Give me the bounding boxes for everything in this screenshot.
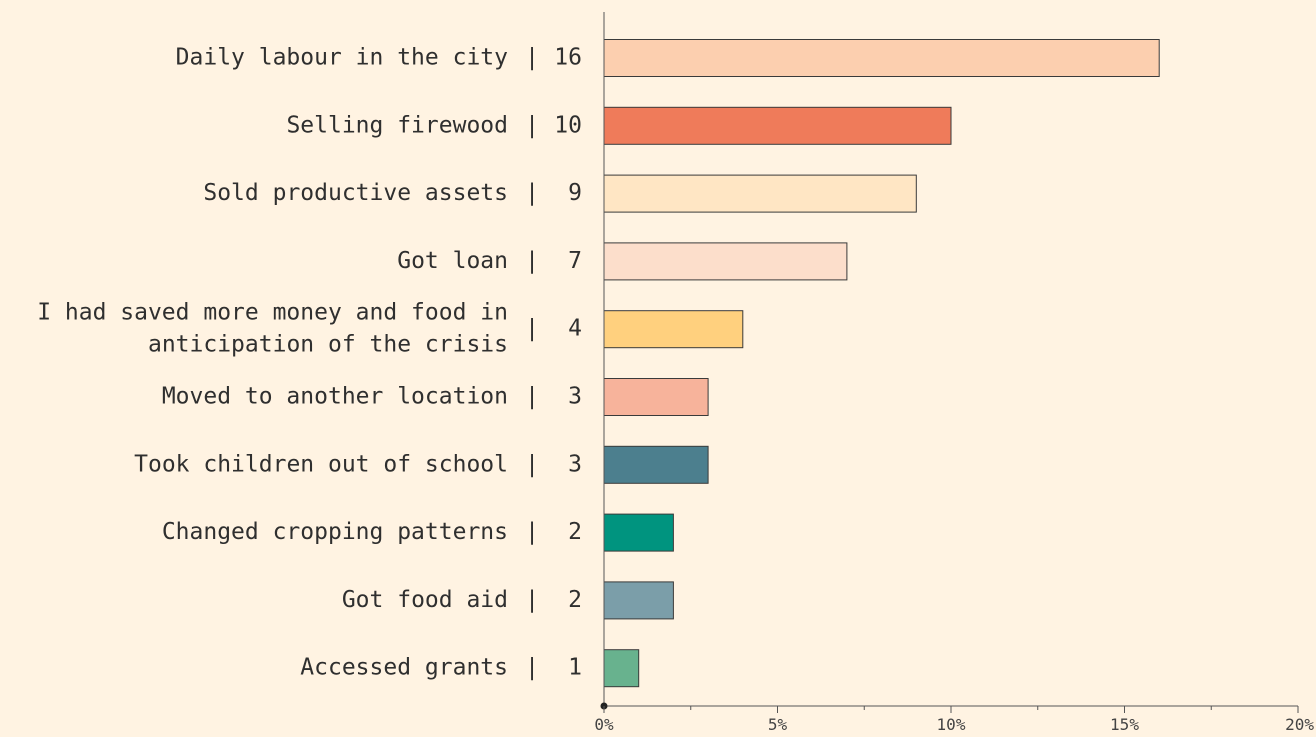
category-label-line: Got loan	[397, 248, 508, 274]
label-separator: |	[525, 112, 539, 138]
label-separator: |	[525, 655, 539, 681]
x-tick-label: 10%	[937, 715, 966, 734]
category-label: Accessed grants	[300, 655, 508, 681]
category-label-line: Got food aid	[342, 587, 508, 613]
category-label: Moved to another location	[162, 384, 508, 410]
bar	[603, 513, 674, 552]
x-axis: 0% 5% 10% 15% 20%	[594, 12, 1314, 734]
label-separator: |	[525, 316, 539, 342]
category-label-line: Daily labour in the city	[176, 45, 508, 71]
x-tick-label: 15%	[1110, 715, 1139, 734]
x-tick-label: 20%	[1285, 715, 1314, 734]
value-label: 1	[568, 655, 582, 681]
bar	[603, 39, 1160, 77]
category-label: Took children out of school	[134, 451, 508, 477]
value-label: 7	[568, 248, 582, 274]
bar	[603, 242, 848, 281]
bar	[603, 581, 674, 620]
category-label-line: Moved to another location	[162, 384, 508, 410]
value-label: 2	[568, 587, 582, 613]
label-separator: |	[525, 180, 539, 206]
category-label-line: Accessed grants	[300, 655, 508, 681]
bar	[603, 445, 709, 484]
bar	[603, 106, 952, 145]
value-label: 2	[568, 519, 582, 545]
category-label-line: anticipation of the crisis	[148, 332, 508, 358]
x-tick-label: 0%	[594, 715, 614, 734]
category-label: Changed cropping patterns	[162, 519, 508, 545]
category-label: Got loan	[397, 248, 508, 274]
value-label: 16	[554, 45, 582, 71]
x-tick-label: 5%	[768, 715, 788, 734]
category-labels: Daily labour in the city | 16 Selling firew…	[37, 45, 582, 681]
bar	[603, 174, 917, 213]
bar	[603, 378, 709, 416]
category-label: Sold productive assets	[203, 180, 508, 206]
category-label-line: Took children out of school	[134, 451, 508, 477]
category-label: Daily labour in the city	[176, 45, 508, 71]
value-label: 3	[568, 384, 582, 410]
bars-layer	[603, 39, 1160, 688]
label-separator: |	[525, 384, 539, 410]
label-separator: |	[525, 451, 539, 477]
value-label: 10	[554, 112, 582, 138]
category-label-line: Sold productive assets	[203, 180, 508, 206]
value-label: 3	[568, 451, 582, 477]
category-label-line: Changed cropping patterns	[162, 519, 508, 545]
category-label-line: I had saved more money and food in	[37, 300, 508, 326]
label-separator: |	[525, 587, 539, 613]
bar	[603, 310, 744, 349]
category-label: I had saved more money and food in antici…	[37, 300, 508, 358]
category-label-line: Selling firewood	[286, 112, 508, 138]
category-label: Selling firewood	[286, 112, 508, 138]
value-label: 4	[568, 316, 582, 342]
label-separator: |	[525, 519, 539, 545]
bar	[603, 649, 640, 688]
category-label: Got food aid	[342, 587, 508, 613]
label-separator: |	[525, 248, 539, 274]
label-separator: |	[525, 45, 539, 71]
value-label: 9	[568, 180, 582, 206]
